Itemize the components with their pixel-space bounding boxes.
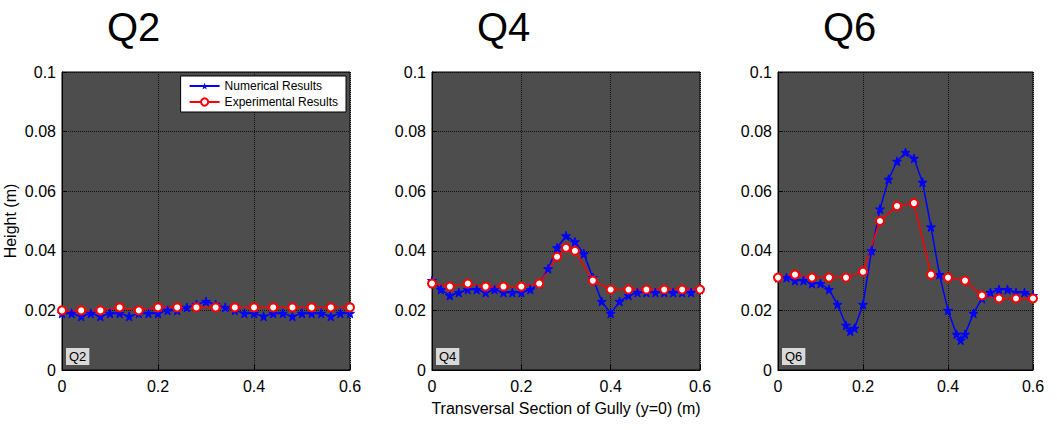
svg-text:0.6: 0.6 bbox=[339, 378, 361, 395]
svg-text:Height (m): Height (m) bbox=[2, 184, 19, 259]
svg-text:0.6: 0.6 bbox=[689, 378, 711, 395]
svg-text:0.4: 0.4 bbox=[937, 378, 959, 395]
svg-text:Q4: Q4 bbox=[439, 349, 456, 364]
svg-text:Q2: Q2 bbox=[107, 5, 160, 49]
svg-text:Q6: Q6 bbox=[823, 5, 876, 49]
svg-text:0: 0 bbox=[417, 362, 426, 379]
svg-text:0.6: 0.6 bbox=[1022, 378, 1044, 395]
svg-text:0.02: 0.02 bbox=[25, 302, 56, 319]
svg-text:0.4: 0.4 bbox=[600, 378, 622, 395]
svg-text:Transversal Section of Gully (: Transversal Section of Gully (y=0) (m) bbox=[431, 400, 700, 417]
svg-text:0.04: 0.04 bbox=[741, 242, 772, 259]
svg-text:0.06: 0.06 bbox=[741, 183, 772, 200]
svg-text:0.04: 0.04 bbox=[25, 242, 56, 259]
svg-text:0.04: 0.04 bbox=[395, 242, 426, 259]
svg-text:0.08: 0.08 bbox=[25, 123, 56, 140]
svg-text:0.2: 0.2 bbox=[852, 378, 874, 395]
svg-text:0.2: 0.2 bbox=[510, 378, 532, 395]
svg-text:0.2: 0.2 bbox=[147, 378, 169, 395]
svg-text:0.08: 0.08 bbox=[395, 123, 426, 140]
svg-text:0: 0 bbox=[428, 378, 437, 395]
svg-text:0: 0 bbox=[47, 362, 56, 379]
svg-text:0: 0 bbox=[774, 378, 783, 395]
svg-text:0.4: 0.4 bbox=[243, 378, 265, 395]
svg-text:Numerical Results: Numerical Results bbox=[225, 79, 322, 93]
svg-text:0: 0 bbox=[58, 378, 67, 395]
svg-text:0.02: 0.02 bbox=[741, 302, 772, 319]
svg-text:Q6: Q6 bbox=[785, 349, 802, 364]
svg-text:Q2: Q2 bbox=[69, 349, 86, 364]
svg-text:0.06: 0.06 bbox=[395, 183, 426, 200]
svg-text:0.08: 0.08 bbox=[741, 123, 772, 140]
svg-text:0.1: 0.1 bbox=[750, 64, 772, 81]
svg-text:0.1: 0.1 bbox=[404, 64, 426, 81]
svg-text:Experimental Results: Experimental Results bbox=[225, 95, 338, 109]
svg-text:0: 0 bbox=[763, 362, 772, 379]
svg-text:0.02: 0.02 bbox=[395, 302, 426, 319]
svg-text:Q4: Q4 bbox=[477, 5, 530, 49]
svg-text:0.06: 0.06 bbox=[25, 183, 56, 200]
svg-text:0.1: 0.1 bbox=[34, 64, 56, 81]
